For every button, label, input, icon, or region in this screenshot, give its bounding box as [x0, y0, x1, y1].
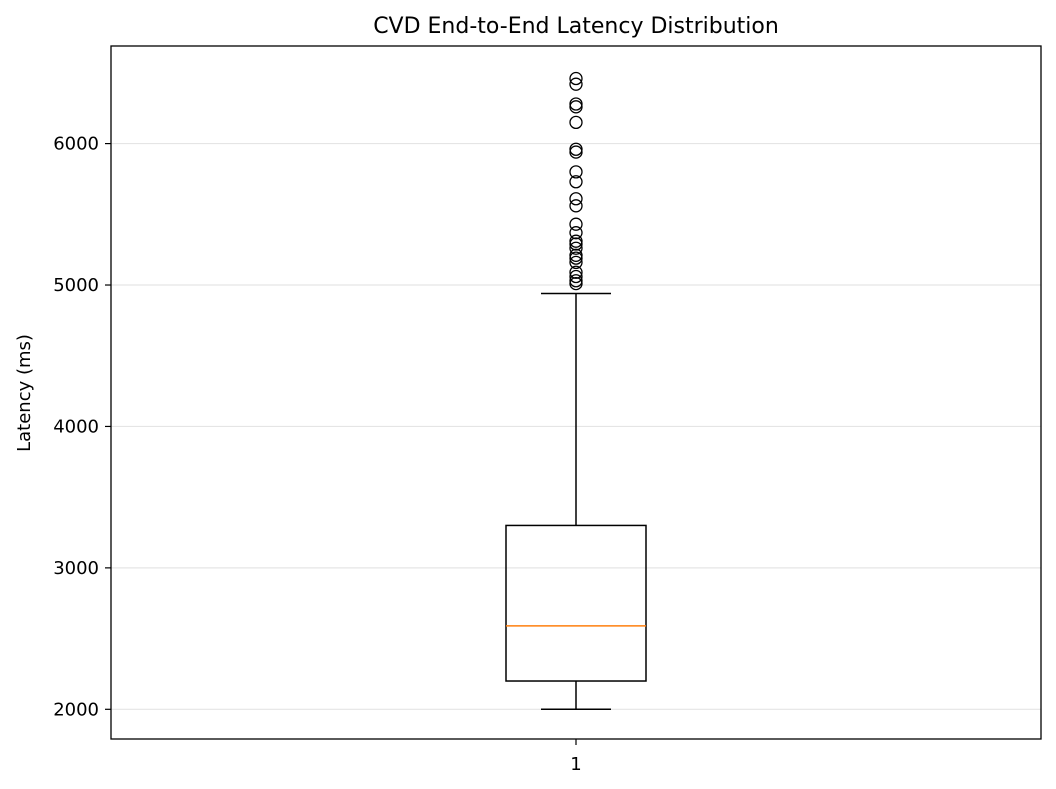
- outlier-point: [569, 199, 583, 213]
- outlier-point: [569, 192, 583, 206]
- outlier-point: [569, 71, 583, 86]
- y-tick-label: 3000: [53, 558, 99, 579]
- outlier-point: [569, 97, 583, 111]
- outlier-point: [569, 165, 583, 179]
- y-tick-label: 2000: [53, 699, 99, 720]
- outlier-point: [569, 115, 583, 130]
- outlier-point: [569, 265, 583, 279]
- outlier-point: [569, 77, 583, 91]
- outlier-point: [569, 142, 583, 156]
- outlier-point: [569, 226, 583, 240]
- x-tick-label: 1: [570, 754, 581, 775]
- axes: 2000 3000 4000 5000 6000 1: [53, 134, 582, 775]
- outlier-point: [569, 145, 583, 159]
- outlier-point: [569, 217, 583, 231]
- outlier-point: [569, 255, 583, 270]
- plot-marks: [505, 71, 647, 711]
- outlier-point: [569, 274, 583, 288]
- chart-title: CVD End-to-End Latency Distribution: [373, 14, 779, 39]
- y-axis-label: Latency (ms): [14, 334, 35, 452]
- outlier-point: [569, 241, 583, 255]
- outlier-point: [569, 100, 583, 114]
- outlier-point: [569, 175, 583, 189]
- y-tick-label: 6000: [53, 134, 99, 155]
- outlier-point: [569, 234, 583, 248]
- outlier-point: [569, 248, 583, 262]
- y-tick-label: 5000: [53, 275, 99, 296]
- outlier-point: [569, 276, 583, 291]
- y-tick-label: 4000: [53, 416, 99, 437]
- interquartile-box: [505, 524, 647, 682]
- outlier-point: [569, 269, 583, 284]
